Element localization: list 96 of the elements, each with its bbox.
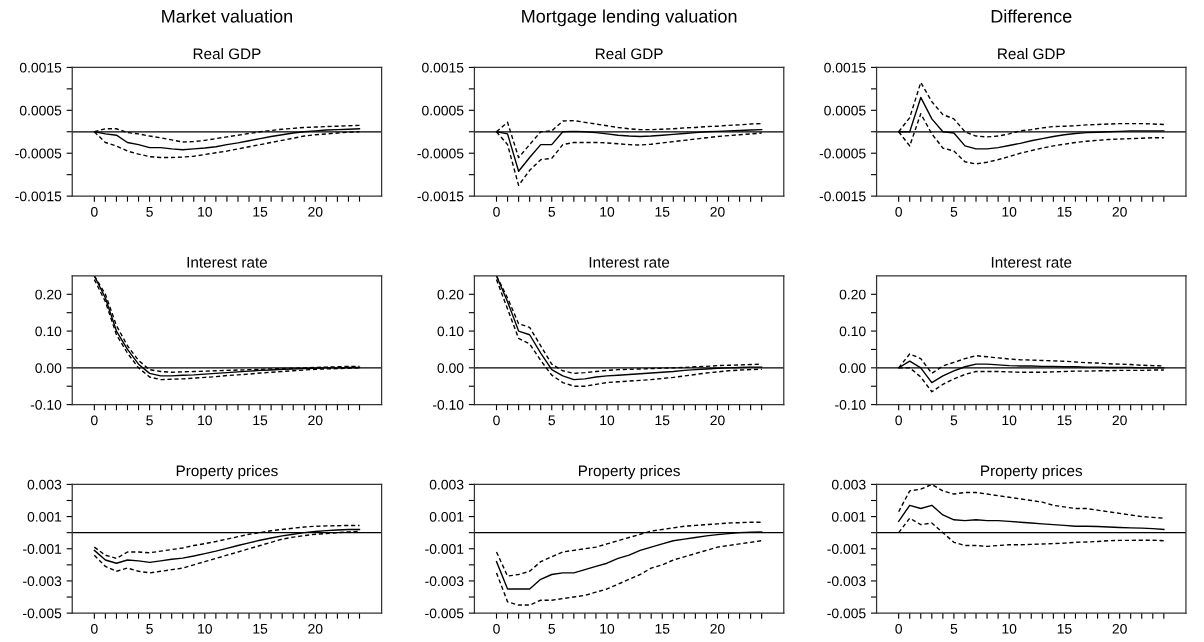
x-tick-label: 15 [655,207,670,217]
x-tick-label: 20 [308,206,323,217]
chart-title: Real GDP [595,48,663,60]
y-tick-label: 0.00 [839,363,866,374]
x-tick-label: 0 [91,415,98,426]
x-tick-label: 10 [600,623,615,634]
x-tick-label: 15 [253,207,268,217]
y-tick-label: 0.20 [437,289,464,300]
x-tick-label: 5 [146,415,153,426]
chart-title: Interest rate [187,257,268,268]
y-tick-label: -0.10 [835,399,866,410]
y-tick-label: -0.0015 [15,191,62,202]
y-tick-label: -0.001 [827,544,866,554]
x-tick-label: 0 [493,206,500,217]
x-tick-label: 15 [1057,624,1072,634]
y-tick-label: -0.005 [425,608,464,619]
x-tick-label: 15 [1057,415,1072,426]
x-tick-label: 15 [253,415,268,426]
x-tick-label: 20 [710,415,725,426]
chart-title: Property prices [176,465,278,480]
y-tick-label: 0.0005 [824,105,866,116]
y-tick-label: 0.003 [429,479,464,490]
y-tick-label: -0.0005 [15,148,62,159]
y-tick-label: -0.0015 [417,191,464,202]
text: Market valuation [162,9,292,23]
y-tick-label: -0.0015 [819,191,866,202]
y-tick-label: 0.0015 [422,62,464,73]
y-tick-label: -0.10 [30,399,62,410]
y-tick-label: 0.0015 [824,62,866,73]
x-tick-label: 5 [950,207,958,217]
y-tick-label: -0.10 [432,399,464,410]
x-tick-label: 10 [198,206,213,217]
y-tick-label: 0.001 [429,511,464,522]
x-tick-label: 0 [493,415,500,426]
x-tick-label: 20 [308,623,323,634]
x-tick-label: 10 [1002,623,1017,634]
y-tick-label: 0.20 [35,289,62,300]
y-tick-label: -0.005 [827,608,866,619]
y-tick-label: 0.0005 [422,105,464,116]
chart-title: Interest rate [589,257,670,268]
y-tick-label: -0.003 [827,576,866,587]
chart-title: Real GDP [193,48,261,60]
x-tick-label: 5 [950,624,958,634]
x-tick-label: 0 [895,206,902,217]
chart-title: Property prices [981,465,1083,480]
chart-title: Real GDP [998,48,1065,60]
x-tick-label: 5 [950,415,958,426]
y-tick-label: -0.003 [425,576,464,587]
y-tick-label: -0.0005 [819,148,866,159]
x-tick-label: 20 [1112,206,1127,217]
y-tick-label: 0.001 [831,511,866,522]
y-tick-label: 0.003 [27,479,62,490]
x-tick-label: 10 [198,623,213,634]
x-tick-label: 10 [1002,415,1017,426]
x-tick-label: 0 [895,415,902,426]
x-tick-label: 20 [710,623,725,634]
y-tick-label: 0.0005 [19,105,62,116]
x-tick-label: 20 [1112,623,1127,634]
y-tick-label: 0.10 [839,326,866,337]
x-tick-label: 10 [600,415,615,426]
x-tick-label: 0 [91,623,98,634]
y-tick-label: -0.001 [23,544,62,554]
x-tick-label: 10 [600,206,615,217]
y-tick-label: -0.0005 [417,148,464,159]
y-tick-label: -0.001 [425,544,464,554]
y-tick-label: 0.10 [35,326,62,337]
chart-title: Interest rate [991,257,1072,268]
x-tick-label: 10 [1002,206,1017,217]
text: Mortgage lending valuation [522,9,737,27]
chart-title: Property prices [578,465,680,480]
x-tick-label: 0 [895,623,902,634]
y-tick-label: -0.005 [23,608,62,619]
x-tick-label: 5 [548,415,556,426]
x-tick-label: 20 [308,415,323,426]
x-tick-label: 15 [253,624,268,634]
x-tick-label: 20 [710,206,725,217]
x-tick-label: 15 [1057,207,1072,217]
y-tick-label: 0.001 [27,511,62,522]
x-tick-label: 5 [548,624,556,634]
y-tick-label: 0.20 [839,289,866,300]
x-tick-label: 15 [655,624,670,634]
y-tick-label: -0.003 [23,576,62,587]
y-tick-label: 0.00 [35,363,62,374]
text: Difference [991,9,1072,23]
y-tick-label: 0.00 [437,363,464,374]
x-tick-label: 5 [548,207,556,217]
y-tick-label: 0.003 [831,479,866,490]
x-tick-label: 15 [655,415,670,426]
x-tick-label: 0 [91,206,98,217]
y-tick-label: 0.10 [437,326,464,337]
x-tick-label: 5 [146,207,153,217]
x-tick-label: 0 [493,623,500,634]
x-tick-label: 10 [198,415,213,426]
x-tick-label: 5 [146,624,153,634]
y-tick-label: 0.0015 [19,62,62,73]
x-tick-label: 20 [1112,415,1127,426]
